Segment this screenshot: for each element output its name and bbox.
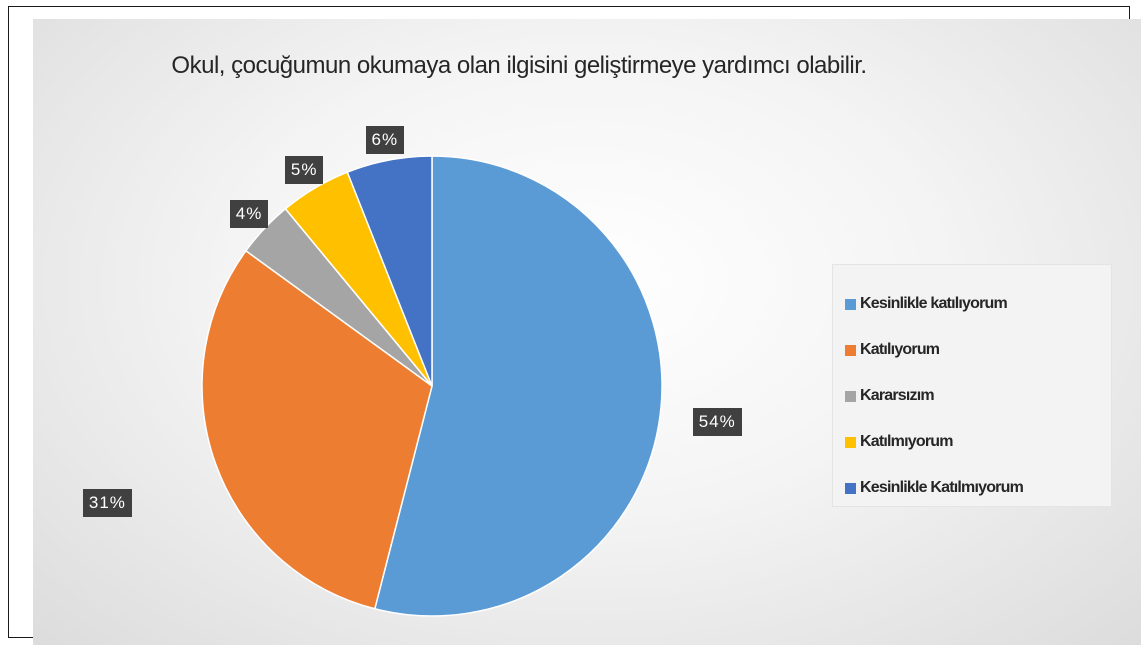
legend-item-kararsizim: Kararsızım bbox=[845, 373, 1111, 419]
legend-item-kesinlikle-katilmiyorum: Kesinlikle Katılmıyorum bbox=[845, 465, 1111, 511]
data-label-katiliyorum: 31% bbox=[82, 488, 132, 517]
legend-item-kesinlikle-katiliyorum: Kesinlikle katılıyorum bbox=[845, 281, 1111, 327]
pie-slice-katiliyorum bbox=[201, 249, 433, 610]
legend-swatch bbox=[845, 298, 856, 310]
legend-swatch bbox=[845, 436, 856, 448]
data-label-katilmiyorum: 5% bbox=[284, 156, 324, 185]
legend-swatch bbox=[845, 344, 856, 356]
data-label-kararsizim: 4% bbox=[229, 200, 269, 229]
legend-label: Katılmıyorum bbox=[860, 433, 953, 450]
chart-frame: Okul, çocuğumun okumaya olan ilgisini ge… bbox=[8, 6, 1141, 645]
legend-swatch bbox=[845, 482, 856, 494]
legend: Kesinlikle katılıyorum Katılıyorum Kararsı… bbox=[832, 264, 1112, 507]
pie-slice-kesinlikle-katilmiyorum bbox=[346, 155, 433, 387]
data-label-kesinlikle-katiliyorum: 54% bbox=[692, 408, 742, 437]
chart-title: Okul, çocuğumun okumaya olan ilgisini ge… bbox=[171, 52, 867, 79]
pie-slice-kesinlikle-katiliyorum bbox=[373, 155, 663, 617]
data-label-kesinlikle-katilmiyorum: 6% bbox=[365, 125, 405, 154]
legend-item-katiliyorum: Katılıyorum bbox=[845, 327, 1111, 373]
legend-label: Kararsızım bbox=[860, 387, 935, 404]
legend-swatch bbox=[845, 390, 856, 402]
pie-chart bbox=[201, 155, 663, 617]
legend-item-katilmiyorum: Katılmıyorum bbox=[845, 419, 1111, 465]
legend-label: Kesinlikle katılıyorum bbox=[860, 295, 1008, 312]
legend-label: Katılıyorum bbox=[860, 341, 940, 358]
legend-label: Kesinlikle Katılmıyorum bbox=[860, 479, 1024, 496]
